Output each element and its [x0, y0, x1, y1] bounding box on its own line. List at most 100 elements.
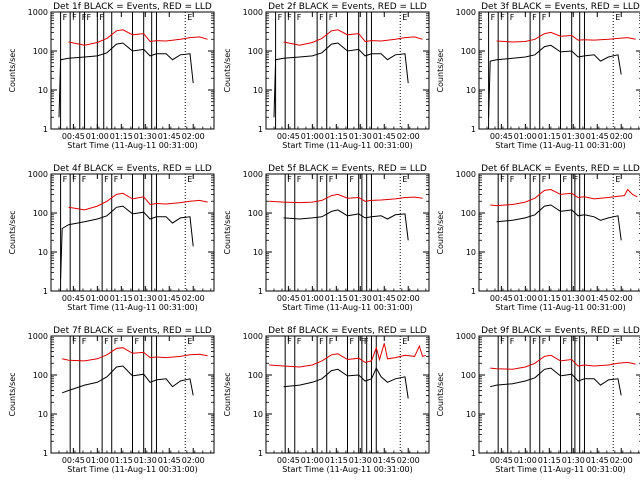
- x-tick-label: 02:00: [610, 132, 633, 141]
- x-axis-label: Start Time (11-Aug-11 00:31:00): [67, 303, 198, 312]
- flag-label: F: [500, 175, 505, 184]
- flag-label: F: [63, 175, 68, 184]
- series-events-line: [283, 366, 409, 399]
- y-tick-label: 1: [471, 449, 476, 458]
- flag-label: E: [187, 175, 192, 184]
- x-tick-label: 01:30: [349, 294, 372, 303]
- x-tick-label: 01:00: [86, 456, 109, 465]
- panel-title: Det 6f BLACK = Events, RED = LLD: [481, 164, 640, 174]
- x-tick-label: 01:30: [134, 294, 157, 303]
- flag-label: F: [510, 175, 515, 184]
- y-tick-label: 100: [33, 47, 48, 56]
- flag-label: F: [329, 337, 334, 346]
- flag-label: F: [500, 13, 505, 22]
- series-lld-line: [68, 192, 208, 211]
- y-tick-label: 100: [248, 371, 263, 380]
- x-tick-label: 01:30: [349, 456, 372, 465]
- y-axis-label: Counts/sec: [223, 48, 232, 92]
- flag-label: F: [329, 175, 334, 184]
- x-tick-label: 01:45: [373, 294, 396, 303]
- y-tick-label: 10: [253, 248, 263, 257]
- y-axis-label: Counts/sec: [8, 48, 17, 92]
- x-tick-label: 01:45: [373, 132, 396, 141]
- y-tick-label: 1000: [243, 8, 263, 17]
- panel-9: Det 9f BLACK = Events, RED = LLD 1 10 100 10…: [436, 326, 640, 474]
- y-tick-label: 10: [466, 410, 476, 419]
- x-tick-label: 00:45: [490, 294, 513, 303]
- panel-7: Det 7f BLACK = Events, RED = LLD 1 10 100 10…: [8, 326, 215, 474]
- panel-title: Det 2f BLACK = Events, RED = LLD: [268, 2, 427, 12]
- y-tick-label: 10: [38, 410, 48, 419]
- x-tick-label: 02:00: [397, 132, 420, 141]
- y-tick-label: 100: [461, 371, 476, 380]
- x-tick-label: 02:00: [182, 294, 205, 303]
- y-tick-label: 10: [253, 86, 263, 95]
- y-tick-label: 100: [461, 209, 476, 218]
- x-tick-label: 01:15: [110, 294, 133, 303]
- series-lld-line: [62, 347, 208, 362]
- panel-5: Det 5f BLACK = Events, RED = LLD 1 10 100 10…: [223, 164, 430, 312]
- y-tick-label: 10: [38, 86, 48, 95]
- series-lld-line: [490, 354, 636, 370]
- flag-label: F: [329, 13, 334, 22]
- y-tick-label: 100: [33, 209, 48, 218]
- x-tick-label: 01:45: [373, 456, 396, 465]
- x-tick-label: 01:00: [514, 132, 537, 141]
- series-events-line: [496, 204, 622, 241]
- y-tick-label: 1: [43, 287, 48, 296]
- x-tick-label: 01:45: [158, 132, 181, 141]
- x-tick-label: 00:45: [277, 132, 300, 141]
- series-events-line: [490, 367, 622, 396]
- y-axis-label: Counts/sec: [436, 48, 445, 92]
- y-tick-label: 1: [258, 125, 263, 134]
- y-tick-label: 1: [43, 449, 48, 458]
- flag-label: F: [542, 337, 547, 346]
- y-tick-label: 1000: [28, 8, 48, 17]
- x-tick-label: 01:30: [134, 456, 157, 465]
- x-tick-label: 00:45: [62, 456, 85, 465]
- x-axis-label: Start Time (11-Aug-11 00:31:00): [495, 465, 626, 474]
- flag-label: F: [278, 13, 283, 22]
- flag-label: F: [542, 175, 547, 184]
- x-tick-label: 02:00: [182, 132, 205, 141]
- y-tick-label: 10: [253, 410, 263, 419]
- flag-label: E: [402, 337, 407, 346]
- x-tick-label: 01:00: [514, 456, 537, 465]
- flag-label: F: [82, 337, 87, 346]
- series-lld-line: [496, 31, 636, 43]
- flag-label: F: [574, 337, 579, 346]
- flag-label: F: [99, 13, 104, 22]
- x-tick-label: 00:45: [277, 456, 300, 465]
- flag-label: F: [87, 13, 92, 22]
- flag-label: F: [510, 337, 515, 346]
- y-axis-label: Counts/sec: [223, 372, 232, 416]
- flag-label: E: [187, 337, 192, 346]
- panel-title: Det 9f BLACK = Events, RED = LLD: [481, 326, 640, 336]
- x-tick-label: 01:15: [110, 456, 133, 465]
- flag-label: F: [361, 337, 366, 346]
- x-tick-label: 01:00: [86, 132, 109, 141]
- x-tick-label: 01:00: [301, 456, 324, 465]
- flag-label: E: [187, 13, 192, 22]
- x-tick-label: 01:15: [110, 132, 133, 141]
- y-tick-label: 1000: [28, 170, 48, 179]
- y-tick-label: 100: [248, 47, 263, 56]
- panel-8: Det 8f BLACK = Events, RED = LLD 1 10 100 10…: [223, 326, 430, 474]
- panel-title: Det 4f BLACK = Events, RED = LLD: [53, 164, 212, 174]
- x-tick-label: 01:45: [586, 456, 609, 465]
- series-events-line: [60, 205, 194, 280]
- y-tick-label: 100: [33, 371, 48, 380]
- y-axis-label: Counts/sec: [436, 210, 445, 254]
- plot-frame: [478, 173, 640, 292]
- y-axis-label: Counts/sec: [223, 210, 232, 254]
- y-tick-label: 1: [258, 449, 263, 458]
- series-lld-line: [269, 343, 426, 368]
- x-tick-label: 01:30: [562, 456, 585, 465]
- flag-label: F: [297, 13, 302, 22]
- y-tick-label: 1000: [456, 8, 476, 17]
- y-tick-label: 1000: [243, 332, 263, 341]
- x-axis-label: Start Time (11-Aug-11 00:31:00): [282, 465, 413, 474]
- x-tick-label: 01:15: [325, 132, 348, 141]
- y-tick-label: 100: [248, 209, 263, 218]
